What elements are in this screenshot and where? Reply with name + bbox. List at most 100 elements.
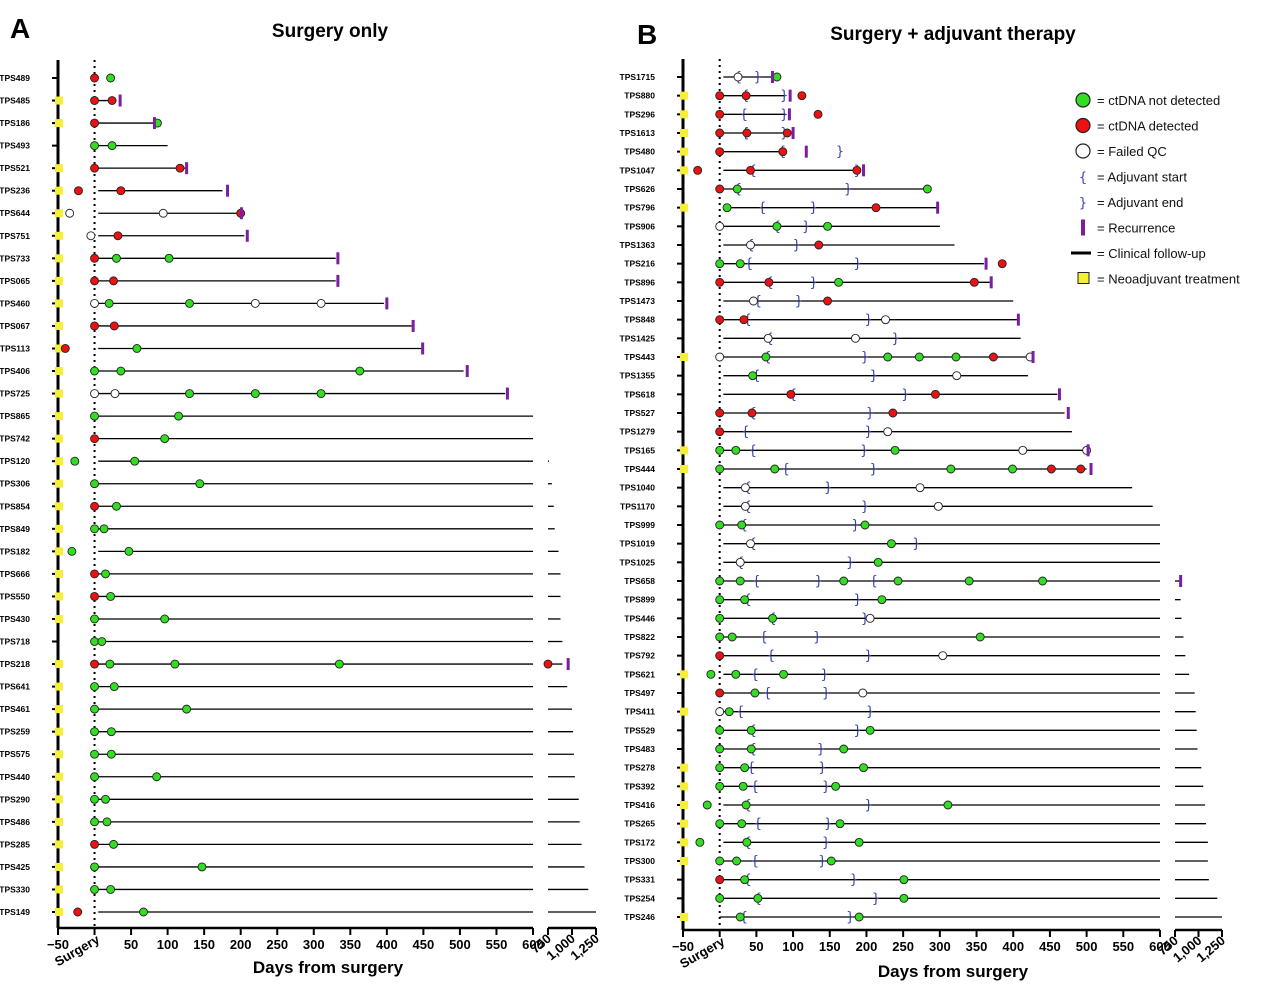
neoadjuvant-marker: [680, 166, 688, 175]
ctdna-not-detected-point: [101, 794, 110, 804]
ctdna-not-detected-point: [195, 479, 205, 489]
ctdna-detected-point: [715, 408, 725, 418]
x-tick-label: −50: [672, 939, 694, 954]
neoadjuvant-marker: [55, 885, 63, 894]
ctdna-not-detected-point: [737, 520, 747, 530]
ctdna-not-detected-swatch: [1075, 92, 1091, 108]
ctdna-not-detected-point: [890, 445, 900, 455]
patient-row: TPS416{}: [624, 798, 1206, 813]
adjuvant-start-mark: {: [782, 462, 790, 477]
ctdna-detected-point: [90, 591, 99, 601]
ctdna-not-detected-point: [334, 659, 344, 669]
patient-row: TPS848{}: [624, 313, 1020, 328]
neoadjuvant-marker: [55, 96, 63, 105]
failed-qc-point: [715, 352, 725, 362]
ctdna-not-detected-point: [715, 520, 725, 530]
ctdna-not-detected-point: [139, 907, 148, 917]
patient-label: TPS216: [624, 259, 655, 269]
ctdna-detected-point: [74, 186, 83, 196]
ctdna-not-detected-point: [715, 819, 725, 829]
neoadjuvant-marker: [680, 110, 688, 119]
patient-row: TPS460: [0, 297, 389, 310]
x-tick-label: 600: [522, 937, 544, 952]
patient-label: TPS1355: [620, 371, 656, 381]
adjuvant-start-mark: {: [749, 443, 757, 458]
patient-row: TPS725: [0, 387, 509, 400]
adjuvant-end-mark: }: [836, 145, 844, 160]
ctdna-not-detected-point: [715, 632, 725, 642]
patient-row: TPS480{}: [624, 145, 844, 160]
recurrence-marker: [862, 164, 866, 177]
neoadjuvant-marker: [55, 524, 63, 533]
ctdna-detected-point: [715, 128, 725, 138]
failed-qc-point: [733, 72, 743, 82]
ctdna-not-detected-point: [750, 688, 760, 698]
ctdna-not-detected-point: [70, 456, 80, 466]
ctdna-not-detected-point: [964, 576, 974, 586]
patient-label: TPS666: [0, 569, 30, 579]
neoadjuvant-marker: [55, 862, 63, 871]
patient-label: TPS493: [0, 141, 30, 151]
adjuvant-end-mark: }: [892, 331, 900, 346]
failed-qc-point: [110, 389, 120, 399]
patient-label: TPS172: [624, 837, 655, 847]
ctdna-not-detected-point: [742, 837, 752, 847]
ctdna-not-detected-point: [132, 344, 142, 353]
patient-row: TPS896{}: [624, 275, 993, 290]
recurrence-marker: [1089, 463, 1093, 475]
adjuvant-end-mark: }: [844, 182, 852, 197]
patient-row: TPS575: [0, 749, 574, 759]
ctdna-not-detected-point: [746, 725, 756, 735]
patient-row: TPS430: [0, 614, 561, 624]
ctdna-not-detected-point: [90, 749, 99, 759]
ctdna-not-detected-point: [355, 366, 365, 376]
patient-row: TPS443{}: [624, 350, 1035, 365]
patient-label: TPS425: [0, 862, 30, 872]
patient-row: TPS065: [0, 274, 340, 287]
failed-qc-point: [715, 221, 725, 231]
ctdna-not-detected-point: [975, 632, 985, 642]
patient-label: TPS1473: [620, 296, 656, 306]
ctdna-detected-point: [739, 315, 749, 325]
adjuvant-end-mark: }: [822, 779, 830, 794]
recurrence-marker: [465, 365, 469, 378]
legend-item: = Clinical follow-up: [1071, 246, 1206, 261]
legend-label: = ctDNA not detected: [1097, 93, 1220, 108]
legend-label: = Recurrence: [1097, 221, 1175, 236]
ctdna-not-detected-point: [185, 298, 194, 308]
ctdna-not-detected-point: [859, 763, 868, 773]
patient-label: TPS527: [624, 408, 655, 418]
adjuvant-end-mark: }: [809, 275, 817, 290]
patient-label: TPS489: [0, 73, 30, 83]
legend-label: = Clinical follow-up: [1097, 246, 1206, 261]
ctdna-not-detected-point: [722, 203, 732, 213]
x-tick-label: 150: [193, 937, 215, 952]
recurrence-marker: [1016, 313, 1020, 326]
patient-label: TPS486: [0, 817, 30, 827]
patient-label: TPS182: [0, 546, 30, 556]
patient-row: TPS216 {}: [624, 257, 1007, 272]
failed-qc-point: [1018, 445, 1028, 455]
ctdna-detected-point: [1046, 464, 1056, 474]
ctdna-not-detected-point: [90, 885, 99, 894]
patient-label: TPS899: [624, 595, 655, 605]
ctdna-not-detected-point: [90, 704, 99, 714]
ctdna-not-detected-point: [772, 221, 782, 231]
x-tick-label: 400: [376, 937, 398, 952]
ctdna-detected-point: [90, 434, 99, 444]
ctdna-not-detected-point: [823, 221, 833, 231]
neoadjuvant-marker: [680, 465, 688, 473]
ctdna-detected-point: [90, 96, 99, 105]
recurrence-marker: [804, 145, 808, 158]
ctdna-not-detected-point: [106, 749, 116, 759]
patient-label: TPS658: [624, 576, 655, 586]
neoadjuvant-marker: [55, 231, 63, 240]
adjuvant-start-mark: {: [758, 201, 766, 216]
adjuvant-end-mark: }: [866, 406, 874, 421]
patient-row: TPS1170{}: [620, 499, 1153, 514]
x-tick-label: 550: [486, 937, 508, 952]
ctdna-not-detected-point: [90, 817, 99, 827]
neoadjuvant-marker: [680, 763, 688, 772]
ctdna-detected-point: [90, 73, 99, 83]
failed-qc-point: [952, 371, 962, 381]
